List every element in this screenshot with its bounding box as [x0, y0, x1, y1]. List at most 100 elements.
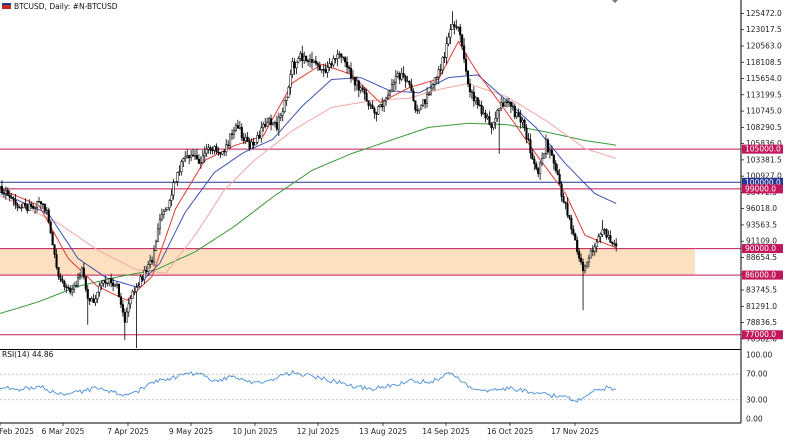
candle — [525, 124, 528, 144]
candle — [180, 159, 183, 176]
candle — [234, 122, 237, 133]
candle — [279, 112, 282, 122]
candle — [447, 32, 450, 47]
price-tick-label: 110745.0 — [746, 107, 782, 116]
price-tick-label: 115654.0 — [746, 74, 782, 83]
candle — [57, 266, 60, 280]
candle — [504, 100, 507, 107]
candle — [476, 97, 479, 109]
candle — [258, 130, 261, 140]
candle — [197, 154, 200, 164]
level-price-tag[interactable]: 77000.0 — [742, 330, 783, 340]
candle — [365, 88, 368, 102]
candle — [546, 138, 550, 155]
candle — [550, 145, 553, 157]
candle — [106, 282, 109, 287]
level-price-tag[interactable]: 100000.0 — [742, 177, 783, 187]
ema-fast-line — [0, 40, 617, 301]
candle — [609, 230, 612, 244]
candle — [188, 154, 191, 164]
scroll-marker-icon[interactable] — [612, 0, 618, 3]
candle — [309, 54, 312, 68]
candle — [131, 289, 134, 299]
candle — [422, 99, 425, 107]
symbol-icon — [2, 3, 11, 9]
candle — [363, 87, 366, 101]
level-price-tag[interactable]: 99000.0 — [742, 184, 783, 194]
candle — [39, 200, 43, 209]
candle — [229, 133, 232, 149]
candle — [293, 58, 296, 75]
candle — [435, 76, 438, 84]
candle — [203, 146, 206, 163]
candle — [373, 106, 376, 119]
candle — [219, 152, 222, 159]
level-price-tag[interactable]: 105000.0 — [742, 144, 783, 154]
candle — [117, 283, 121, 298]
candle — [4, 186, 7, 200]
candle — [340, 53, 343, 64]
candle — [599, 232, 602, 243]
candle — [110, 273, 113, 288]
candle — [383, 99, 386, 113]
candle — [215, 143, 218, 155]
candle — [143, 266, 146, 285]
candle — [316, 61, 319, 71]
candle — [8, 190, 11, 202]
candle — [301, 45, 304, 68]
candle — [289, 69, 292, 95]
price-tick-label: 83745.5 — [746, 286, 777, 295]
candle — [264, 117, 267, 129]
candle — [459, 24, 462, 43]
candle — [552, 153, 555, 170]
time-tick-label: 12 Jul 2025 — [297, 427, 340, 436]
candle — [223, 148, 226, 157]
candle — [291, 57, 294, 79]
candle — [342, 56, 345, 61]
price-axis: 125472.0 123017.5 120563.0 118108.5 115654.0… — [741, 9, 783, 424]
candle — [359, 85, 362, 94]
candle — [607, 230, 610, 240]
level-price-tag[interactable]: 86000.0 — [742, 270, 783, 280]
candle — [299, 51, 302, 62]
candle — [344, 56, 347, 68]
candle — [336, 49, 339, 67]
price-tick-label: 100927.0 — [746, 172, 782, 181]
candle — [394, 69, 397, 90]
candle — [529, 133, 532, 159]
candle — [154, 239, 158, 251]
candle — [307, 58, 310, 67]
candle — [55, 249, 58, 270]
candle — [482, 106, 485, 115]
candle — [375, 111, 378, 122]
candle — [433, 77, 436, 91]
candle — [240, 123, 243, 142]
candle — [351, 69, 354, 81]
level-price-label: 90000.0 — [745, 244, 776, 253]
candle — [338, 50, 341, 60]
candle — [576, 236, 579, 255]
candle — [172, 178, 175, 200]
candle — [119, 292, 122, 308]
candle — [587, 254, 590, 268]
price-tick-label: 93563.5 — [746, 220, 777, 229]
candle — [268, 116, 271, 125]
level-price-tag[interactable]: 90000.0 — [742, 244, 783, 254]
candle — [254, 141, 257, 146]
candle — [562, 192, 565, 204]
rsi-tick-label: 30.00 — [746, 395, 768, 404]
candle — [402, 66, 405, 79]
price-tick-label: 113199.5 — [746, 90, 782, 99]
candle — [451, 11, 454, 30]
candle — [605, 228, 608, 240]
candle — [75, 280, 78, 287]
candle — [266, 117, 269, 127]
candle — [519, 109, 522, 129]
candle — [597, 233, 600, 243]
level-price-label: 86000.0 — [745, 271, 776, 280]
candle — [82, 262, 85, 280]
time-tick-label: 7 Feb 2025 — [0, 427, 34, 436]
candle — [613, 239, 616, 247]
